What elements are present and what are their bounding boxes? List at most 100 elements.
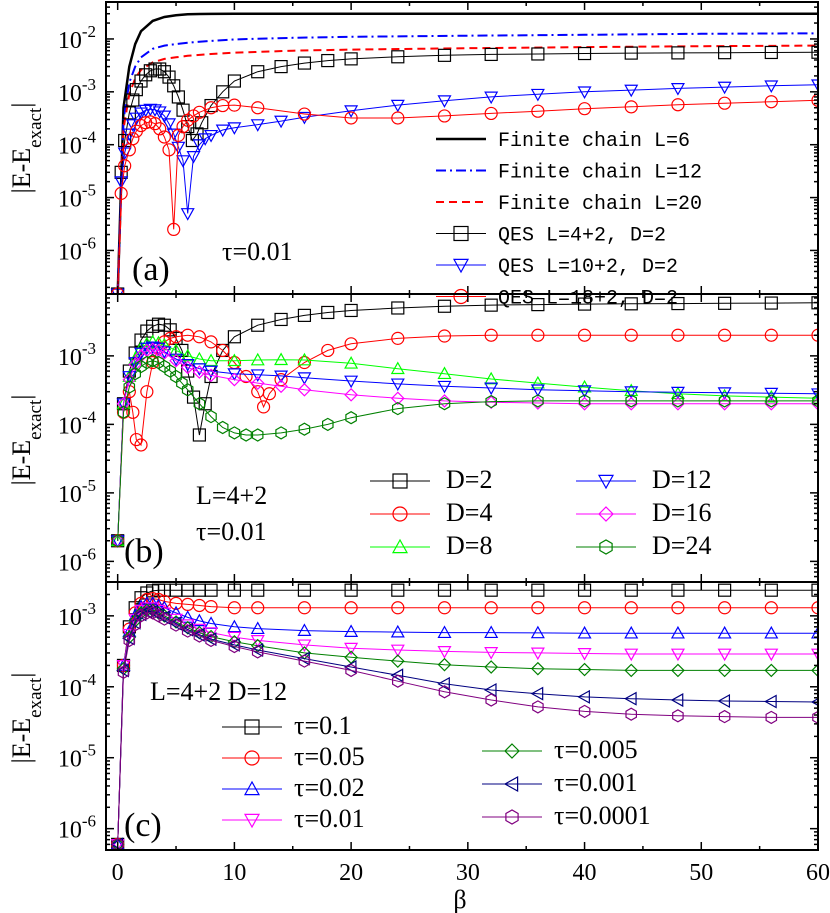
y-tick-label: 10-2 <box>58 22 96 54</box>
plot-b-panel-label: (b) <box>124 533 164 570</box>
data-point <box>717 693 731 709</box>
data-point <box>148 104 163 117</box>
data-point <box>764 625 779 639</box>
y-tick-label-base: 10 <box>58 550 82 576</box>
legend-marker <box>597 474 615 490</box>
data-point <box>810 625 818 639</box>
data-point <box>437 366 452 380</box>
legend-label: τ=0.001 <box>554 768 638 797</box>
series-b-4 <box>110 342 818 548</box>
y-tick-label-base: 10 <box>58 134 82 160</box>
data-point <box>274 352 289 366</box>
data-point <box>671 663 685 678</box>
data-point <box>811 93 818 107</box>
y-tick-label-exponent: -4 <box>82 128 97 147</box>
data-point <box>322 417 334 432</box>
data-point <box>117 405 130 419</box>
data-point <box>344 624 359 637</box>
data-point <box>764 80 779 94</box>
data-point <box>141 355 153 370</box>
data-point <box>624 386 639 399</box>
y-tick-label-base: 10 <box>58 413 82 439</box>
data-point <box>344 356 359 369</box>
data-point <box>811 328 818 342</box>
data-point <box>530 375 545 389</box>
data-point <box>344 111 358 125</box>
data-point <box>624 297 638 311</box>
legend-entry: τ=0.02 <box>222 773 365 802</box>
legend-entry: τ=0.001 <box>482 768 638 797</box>
y-tick-label-base: 10 <box>58 747 82 773</box>
data-point <box>195 116 209 130</box>
data-point <box>153 62 167 76</box>
legend-label: τ=0.01 <box>294 804 365 833</box>
data-point <box>123 633 136 648</box>
legend-label: Finite chain L=20 <box>498 193 702 216</box>
data-point <box>531 47 545 61</box>
legend-label: Finite chain L=6 <box>498 130 690 153</box>
data-point <box>140 385 154 399</box>
data-point <box>297 372 312 385</box>
data-point <box>484 660 499 674</box>
data-point <box>297 107 312 121</box>
data-point <box>227 368 242 381</box>
plot-c-legend: τ=0.1τ=0.05τ=0.02τ=0.01 τ=0.005 τ=0.001 τ=0… <box>222 711 651 833</box>
data-point <box>297 56 312 70</box>
data-point <box>129 83 143 97</box>
data-point <box>169 615 183 629</box>
data-point <box>344 375 359 389</box>
data-point <box>717 396 732 411</box>
data-point <box>250 352 265 366</box>
data-point <box>148 117 162 131</box>
data-point <box>624 46 638 60</box>
data-point <box>181 624 194 638</box>
data-point <box>166 128 181 142</box>
data-point <box>671 396 685 411</box>
series-a-5 <box>111 93 818 294</box>
legend-entry: D=12 <box>576 465 711 494</box>
data-point <box>345 411 357 425</box>
data-point <box>122 128 137 142</box>
data-point <box>391 583 405 597</box>
data-point <box>671 328 685 342</box>
y-axis-label-subscript: exact <box>25 107 46 148</box>
data-point <box>530 625 545 639</box>
data-point <box>437 601 452 615</box>
data-point <box>672 709 684 723</box>
data-point <box>764 583 778 597</box>
plot-b-ticks: 10-610-510-410-3 <box>58 293 819 583</box>
data-point <box>152 609 165 623</box>
y-tick-label: 10-3 <box>58 599 96 631</box>
data-point <box>180 360 195 375</box>
data-point <box>250 119 265 132</box>
data-point <box>532 700 544 714</box>
data-point <box>167 222 181 236</box>
data-point <box>135 609 147 623</box>
legend-marker <box>504 743 520 759</box>
data-point <box>812 710 818 725</box>
plot-a-panel-label: (a) <box>132 251 170 288</box>
data-point <box>577 625 592 639</box>
data-point <box>141 606 153 620</box>
data-point <box>577 328 592 342</box>
legend-entry: Finite chain L=20 <box>436 193 702 216</box>
data-point <box>718 601 732 615</box>
data-point <box>250 376 265 390</box>
data-point <box>180 620 195 635</box>
data-point <box>251 428 264 442</box>
data-point <box>718 296 732 310</box>
data-point <box>624 84 639 98</box>
plot-c-frame <box>105 581 819 851</box>
data-point <box>344 337 358 351</box>
plot-c-series <box>110 583 818 850</box>
legend-label: τ=0.02 <box>294 773 365 802</box>
series-line-b-5 <box>117 360 818 541</box>
data-point <box>274 312 288 327</box>
data-point <box>192 105 206 119</box>
data-point <box>764 663 779 678</box>
legend-label: QES L=10+2, D=2 <box>498 256 678 279</box>
data-point <box>764 396 779 411</box>
panel-c: 10-610-510-410-30 10 20 30 40 50 60 |E-Eexact|… <box>7 581 830 913</box>
data-point <box>152 106 167 119</box>
